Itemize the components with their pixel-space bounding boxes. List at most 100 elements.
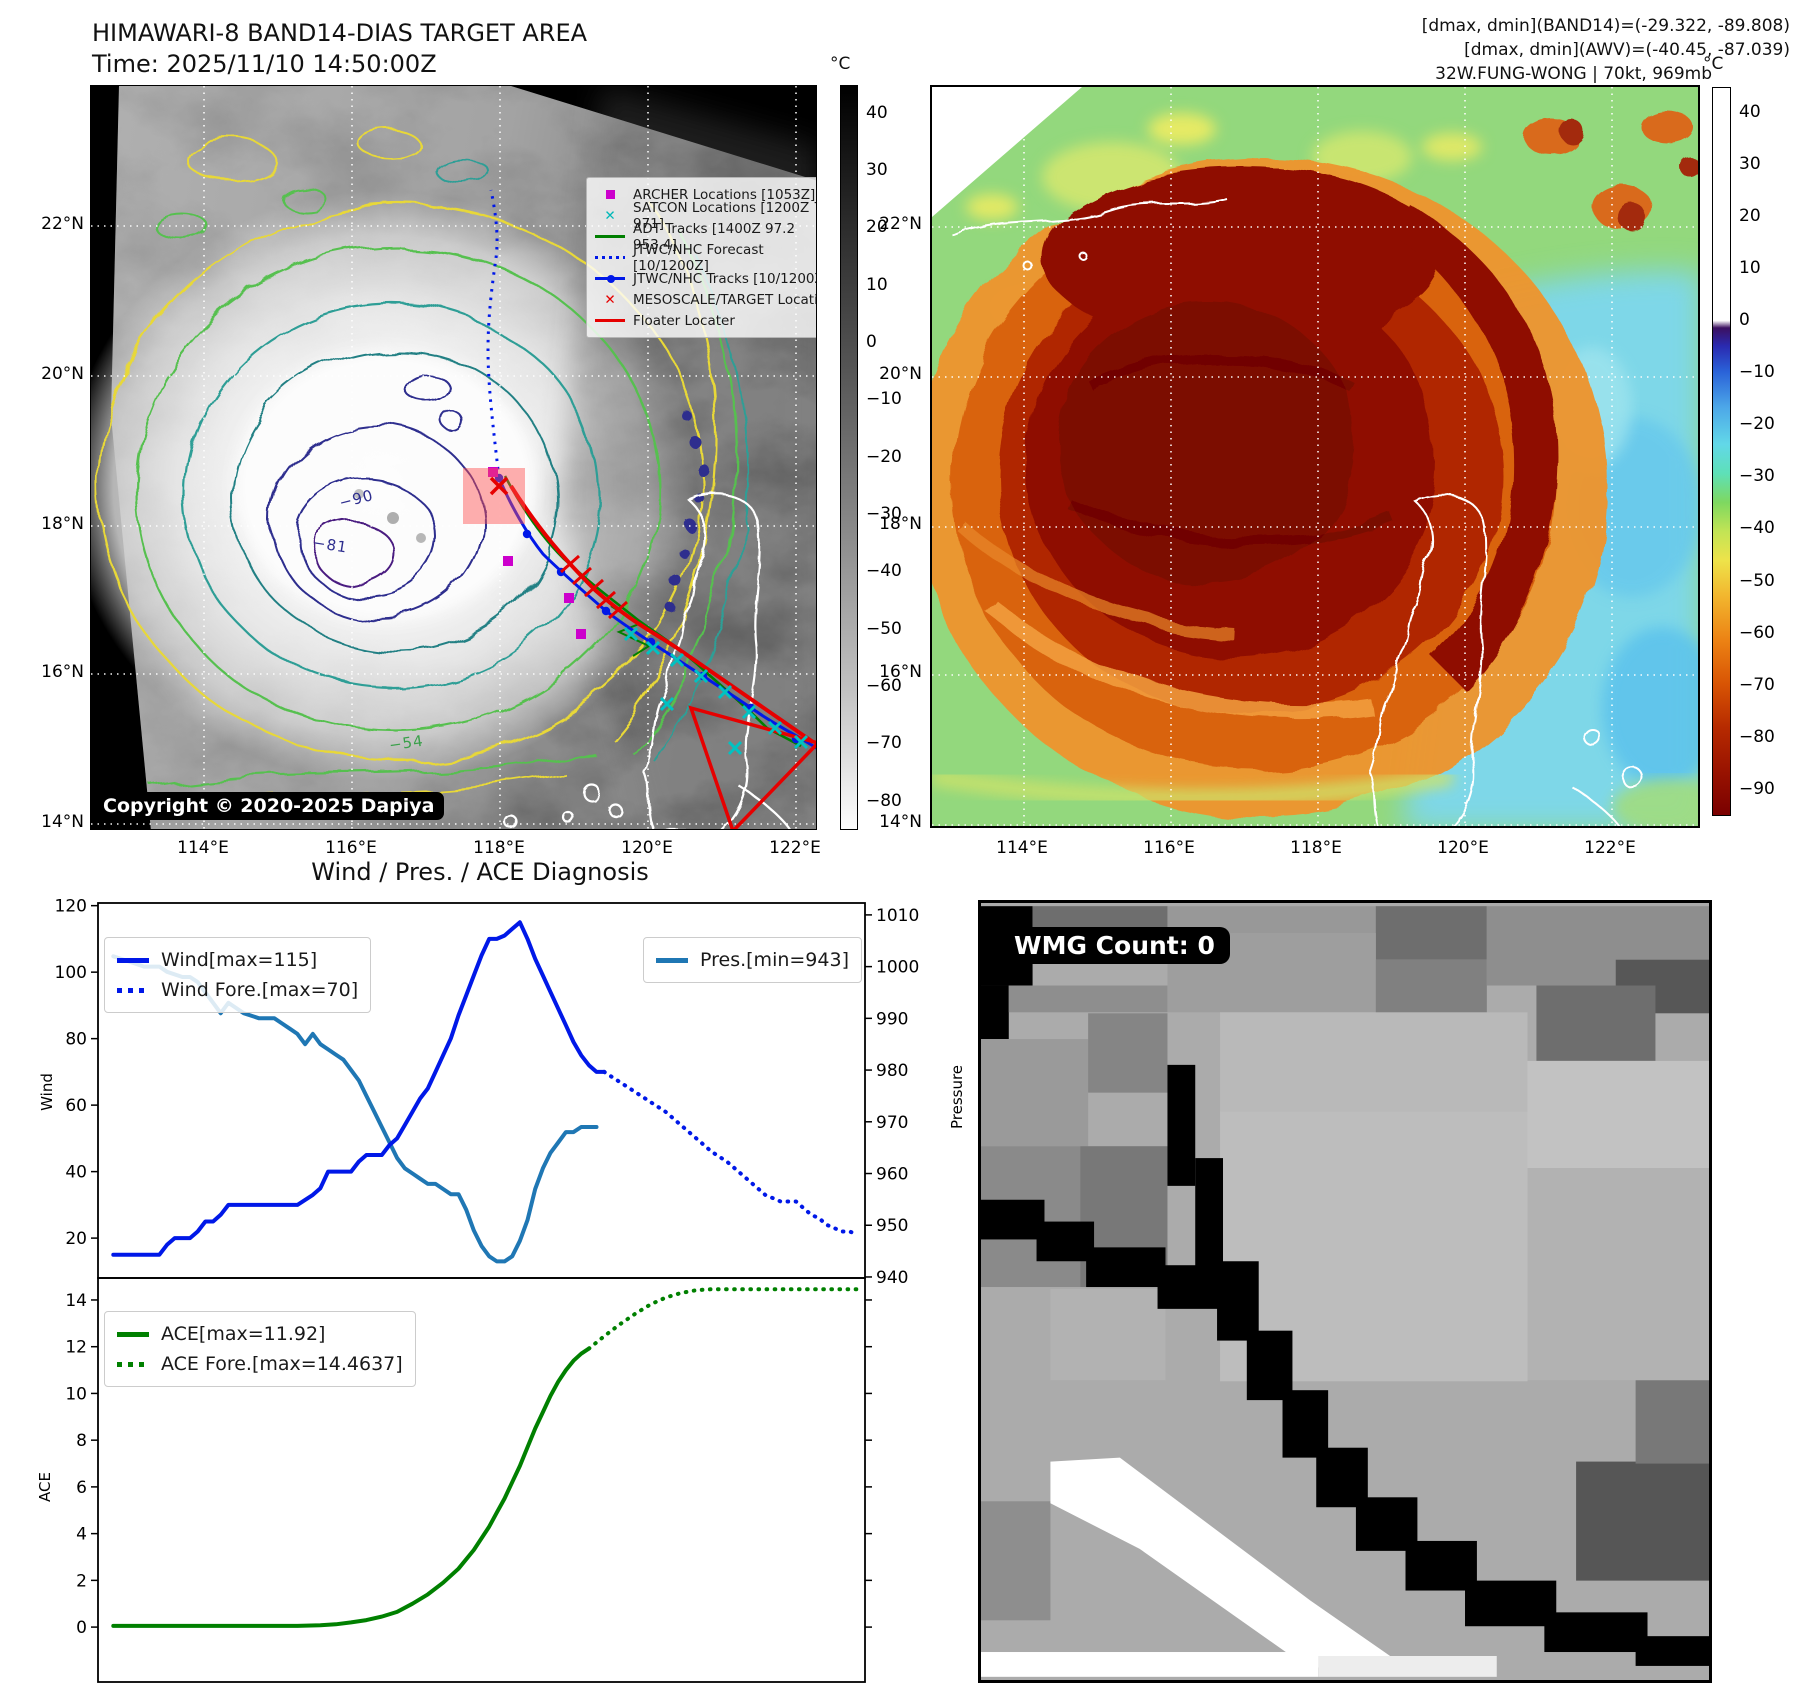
- awv-map-panel: [930, 85, 1700, 828]
- graticule: [932, 87, 1698, 826]
- dmax-awv: [dmax, dmin](AWV)=(-40.45, -87.039): [1464, 40, 1790, 60]
- jtwc-forecast-line: [486, 189, 501, 479]
- target-area-box: [463, 468, 525, 524]
- wmg-panel: WMG Count: 0: [978, 900, 1712, 1683]
- pressure-y-tick: 970: [876, 1113, 908, 1133]
- ace-line-icon: [117, 1331, 149, 1337]
- wind-pressure-y-tick: 40: [65, 1163, 87, 1183]
- awv-colorbar-tick: −80: [1739, 727, 1775, 747]
- awv-colorbar-tick: −50: [1739, 571, 1775, 591]
- coastline: [951, 198, 1643, 826]
- wind-legend-label: Wind[max=115]: [161, 949, 318, 971]
- wmg-mosaic-image: [981, 906, 1709, 1677]
- awv-colorbar-tick: 40: [1739, 102, 1761, 122]
- awv-colorbar: [1712, 87, 1731, 816]
- awv-colorbar-tick: −30: [1739, 466, 1775, 486]
- pressure-y-tick: 1010: [876, 906, 919, 926]
- diagnosis-title: Wind / Pres. / ACE Diagnosis: [311, 858, 649, 886]
- awv-y-tick: 14°N: [879, 812, 922, 832]
- wind-pressure-y-tick: 20: [65, 1229, 87, 1249]
- band14-x-tick: 118°E: [473, 838, 525, 858]
- awv-x-tick: 118°E: [1290, 838, 1342, 858]
- wind-pressure-y-tick: 80: [65, 1030, 87, 1050]
- ace-y-tick: 2: [76, 1571, 87, 1591]
- band14-colorbar-tick: −20: [866, 447, 902, 467]
- coastline: [503, 492, 791, 829]
- awv-colorbar-unit: °C: [1703, 54, 1724, 74]
- legend-mesoscale: MESOSCALE/TARGET Location: [633, 291, 817, 308]
- no-data-corners: [932, 87, 1082, 217]
- satcon-markers: [623, 626, 809, 756]
- wind-pressure-y-tick: 100: [55, 963, 87, 983]
- diagnosis-panel: 20 40 60 80 100 120 940 950 960 970 980 990 1000 1010…: [20, 893, 980, 1688]
- mesoscale-x-icon: ✕: [604, 291, 616, 308]
- wmg-count-badge: WMG Count: 0: [999, 927, 1230, 964]
- awv-y-tick: 16°N: [879, 662, 922, 682]
- band14-colorbar-tick: −70: [866, 733, 902, 753]
- awv-x-tick: 120°E: [1437, 838, 1489, 858]
- band14-x-tick: 114°E: [177, 838, 229, 858]
- band14-y-tick: 14°N: [41, 812, 84, 832]
- wind-forecast-legend-label: Wind Fore.[max=70]: [161, 979, 359, 1001]
- archer-markers: [488, 467, 586, 639]
- series-wind-fore-: [602, 1069, 860, 1237]
- awv-colorbar-tick: 30: [1739, 154, 1761, 174]
- ace-forecast-legend-label: ACE Fore.[max=14.4637]: [161, 1353, 403, 1375]
- jtwc-track-line: [497, 477, 816, 750]
- ace-legend-label: ACE[max=11.92]: [161, 1323, 326, 1345]
- dmax-band14: [dmax, dmin](BAND14)=(-29.322, -89.808): [1421, 16, 1790, 36]
- pressure-y-tick: 990: [876, 1009, 908, 1029]
- band14-x-tick: 122°E: [769, 838, 821, 858]
- pressure-line-icon: [656, 957, 688, 963]
- pressure-legend: Pres.[min=943]: [643, 937, 862, 983]
- timestamp: Time: 2025/11/10 14:50:00Z: [92, 50, 437, 78]
- legend-jtwc-forecast: JTWC/NHC Forecast [10/1200Z]: [633, 241, 764, 274]
- header-right: [dmax, dmin](BAND14)=(-29.322, -89.808) …: [1422, 14, 1790, 86]
- map-legend: ARCHER Locations [1053Z] ✕ SATCON Locatio…: [586, 177, 817, 338]
- storm-tracks: [463, 189, 816, 829]
- band14-y-tick: 22°N: [41, 214, 84, 234]
- awv-colorbar-tick: −60: [1739, 623, 1775, 643]
- storm-cloud-mass: [932, 157, 1607, 817]
- jtwc-forecast-dotted-icon: [595, 256, 625, 259]
- series-ace: [111, 1346, 591, 1628]
- diagnosis-chart: 2040608010012094095096097098099010001010…: [55, 897, 919, 1683]
- band14-y-tick: 20°N: [41, 364, 84, 384]
- pressure-axis-label: Pressure: [948, 1064, 967, 1130]
- band14-y-tick: 16°N: [41, 662, 84, 682]
- awv-colorbar-tick: 20: [1739, 206, 1761, 226]
- band14-colorbar-tick: −60: [866, 676, 902, 696]
- awv-y-tick: 18°N: [879, 514, 922, 534]
- pressure-y-tick: 980: [876, 1061, 908, 1081]
- series-wind: [111, 920, 607, 1257]
- wind-forecast-line-icon: [117, 987, 149, 993]
- awv-colorbar-tick: −20: [1739, 414, 1775, 434]
- adt-line-icon: [595, 235, 625, 238]
- band14-colorbar-tick: −80: [866, 791, 902, 811]
- band14-colorbar-tick: −10: [866, 389, 902, 409]
- band14-colorbar-tick: 0: [866, 332, 877, 352]
- band14-map-panel: −90 −81 −54 ARCHER Locations [1053Z] ✕ SA…: [90, 85, 817, 830]
- wind-pressure-y-tick: 120: [55, 897, 87, 917]
- series-ace-fore-: [586, 1287, 860, 1351]
- floater-line-icon: [595, 319, 625, 322]
- pressure-legend-label: Pres.[min=943]: [700, 949, 849, 971]
- band14-colorbar-tick: −40: [866, 561, 902, 581]
- awv-colorbar-tick: −90: [1739, 779, 1775, 799]
- awv-colorbar-tick: 10: [1739, 258, 1761, 278]
- legend-adt: ADT Tracks [1400Z 97.2 953.4]: [633, 220, 796, 253]
- awv-satellite-image: [932, 87, 1698, 826]
- awv-x-tick: 116°E: [1143, 838, 1195, 858]
- band14-x-tick: 116°E: [325, 838, 377, 858]
- legend-floater: Floater Locater: [633, 312, 735, 329]
- wind-line-icon: [117, 957, 149, 963]
- band14-x-tick: 120°E: [621, 838, 673, 858]
- band14-y-tick: 18°N: [41, 514, 84, 534]
- ace-y-tick: 14: [65, 1291, 87, 1311]
- floater-track-line: [509, 484, 815, 744]
- awv-colorbar-tick: −40: [1739, 518, 1775, 538]
- band14-colorbar-tick: 30: [866, 160, 888, 180]
- band14-colorbar-unit: °C: [830, 54, 851, 74]
- ace-axis-label: ACE: [35, 1472, 54, 1502]
- satcon-x-icon: ✕: [604, 207, 616, 224]
